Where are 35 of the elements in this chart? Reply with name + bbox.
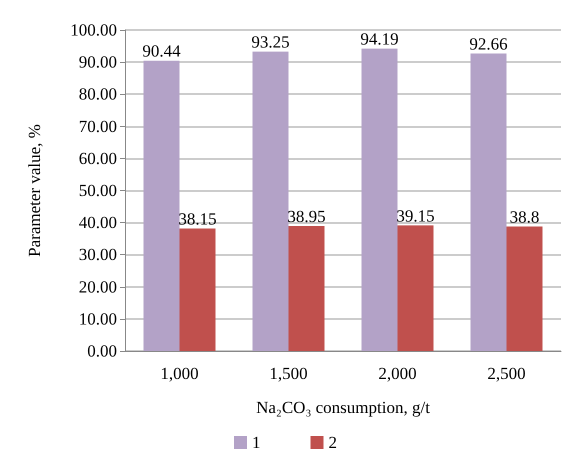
data-label: 93.25 xyxy=(251,32,290,52)
bar xyxy=(470,54,506,351)
y-tick-label: 90.00 xyxy=(78,52,117,72)
y-tick-label: 50.00 xyxy=(78,181,117,200)
bar xyxy=(144,60,180,351)
y-tick-label: 0.00 xyxy=(87,342,117,360)
bar xyxy=(252,52,288,351)
y-tick-label: 40.00 xyxy=(78,213,117,232)
bar xyxy=(398,225,434,351)
bar xyxy=(506,226,542,351)
y-tick-label: 10.00 xyxy=(78,309,117,328)
y-tick-label: 60.00 xyxy=(78,148,117,168)
x-tick-label: 2,500 xyxy=(487,364,526,383)
data-label: 94.19 xyxy=(360,30,399,49)
x-tick-label: 2,000 xyxy=(378,364,417,383)
x-tick-label: 1,500 xyxy=(269,364,308,383)
y-axis-title: Parameter value, % xyxy=(25,124,44,257)
bar xyxy=(180,228,216,351)
data-label: 92.66 xyxy=(469,34,508,54)
y-tick-label: 20.00 xyxy=(78,277,117,296)
legend-label: 2 xyxy=(328,433,337,452)
data-label: 38.15 xyxy=(178,210,217,229)
bar xyxy=(288,226,324,351)
legend-label: 1 xyxy=(252,433,260,452)
bar xyxy=(362,48,398,351)
y-tick-label: 70.00 xyxy=(78,116,117,136)
y-tick-label: 30.00 xyxy=(78,245,117,264)
data-label: 38.95 xyxy=(287,206,326,226)
data-label: 39.15 xyxy=(396,206,435,226)
y-tick-label: 100.00 xyxy=(70,20,117,40)
x-axis-title: Na₂CO₃ consumption, g/t xyxy=(256,398,430,417)
data-label: 90.44 xyxy=(142,42,182,61)
x-tick-label: 1,000 xyxy=(160,364,199,383)
data-label: 38.8 xyxy=(510,207,540,226)
y-tick-label: 80.00 xyxy=(78,84,117,104)
